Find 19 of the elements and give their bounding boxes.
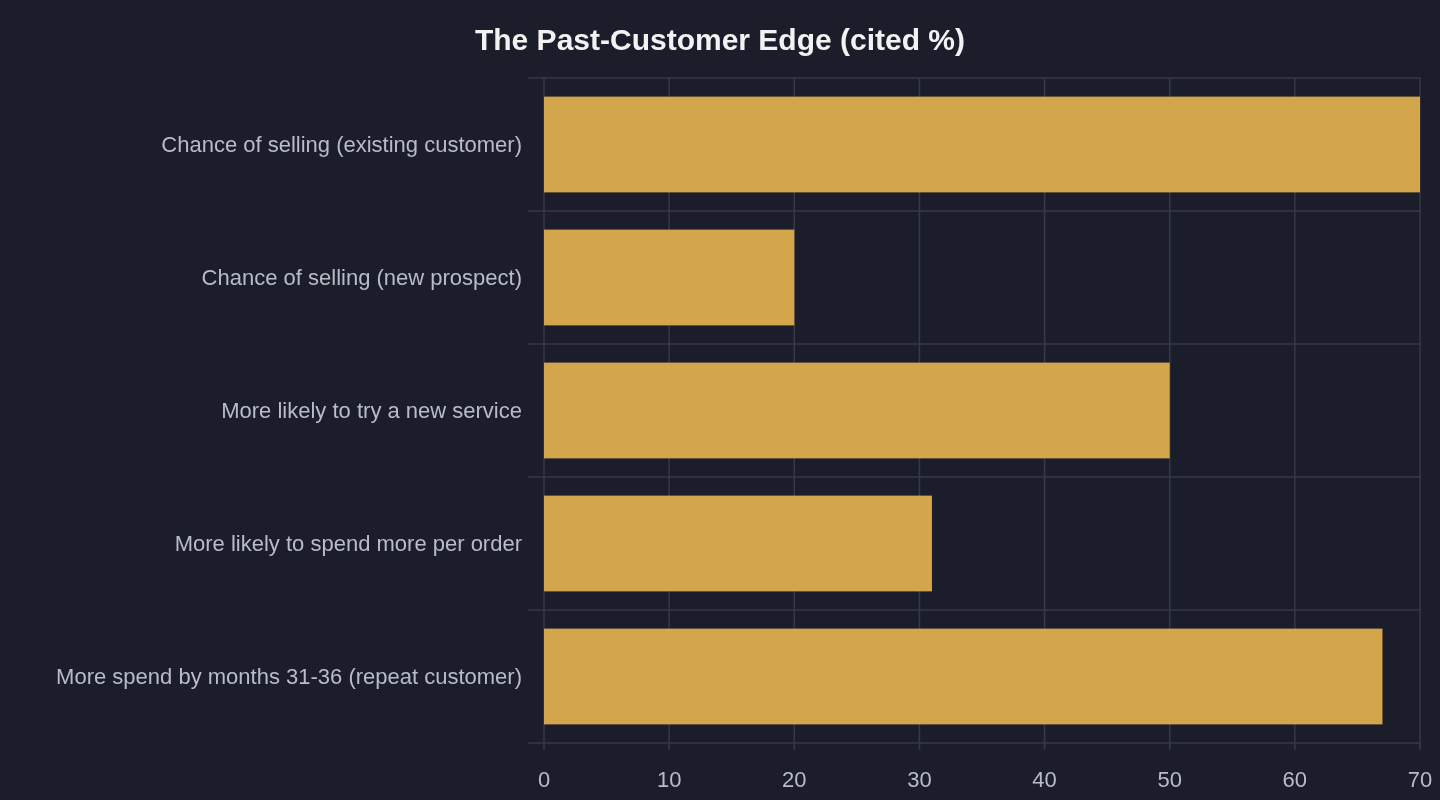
bar: [544, 628, 1383, 725]
y-tick-label: Chance of selling (existing customer): [161, 132, 522, 158]
x-tick-label: 10: [656, 767, 682, 792]
x-tick-label: 40: [1032, 767, 1057, 792]
bar: [544, 495, 932, 592]
x-tick-label: 60: [1282, 767, 1308, 792]
x-tick-label: 0: [537, 767, 551, 792]
bar: [544, 229, 795, 326]
y-tick-label: More likely to try a new service: [221, 398, 522, 424]
x-tick-label: 30: [907, 767, 932, 792]
x-tick-label: 20: [782, 767, 807, 792]
x-tick-label: 50: [1157, 767, 1182, 792]
y-tick-label: More likely to spend more per order: [174, 531, 522, 557]
x-tick-label: 70: [1407, 767, 1433, 792]
y-tick-label: More spend by months 31-36 (repeat customer): [56, 664, 522, 690]
chart-title: The Past-Customer Edge (cited %): [474, 23, 966, 56]
bar: [544, 96, 1420, 193]
y-tick-label: Chance of selling (new prospect): [201, 265, 522, 291]
bar: [544, 362, 1170, 459]
